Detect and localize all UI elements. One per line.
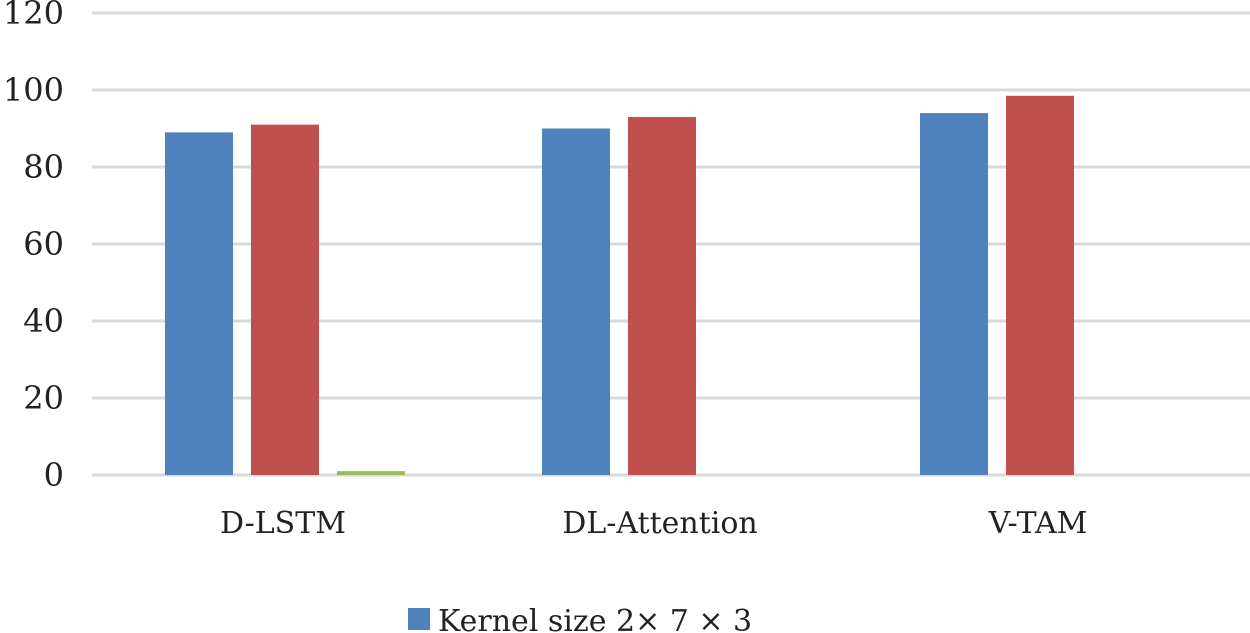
bar-series1-d-lstm [165, 132, 233, 475]
x-tick-label-d-lstm: D-LSTM [220, 506, 346, 541]
y-tick-label-60: 60 [23, 225, 64, 263]
y-tick-label-100: 100 [3, 71, 64, 109]
legend-label-series1: Kernel size 2× 7 × 3 [438, 604, 752, 633]
x-tick-label-v-tam: V-TAM [988, 506, 1088, 541]
y-tick-label-80: 80 [23, 148, 64, 186]
y-tick-label-20: 20 [23, 379, 64, 417]
y-tick-label-120: 120 [3, 0, 64, 32]
bar-series3-d-lstm [337, 471, 405, 475]
bar-series2-d-lstm [251, 124, 319, 476]
x-tick-label-dl-attention: DL-Attention [562, 506, 757, 541]
legend-swatch-series1 [408, 608, 430, 630]
bar-series2-v-tam [1006, 95, 1074, 476]
bar-series2-dl-attention [628, 116, 696, 475]
y-tick-label-40: 40 [23, 302, 64, 340]
bar-series1-v-tam [920, 113, 988, 475]
y-tick-label-0: 0 [44, 456, 64, 494]
bar-series1-dl-attention [542, 128, 610, 475]
